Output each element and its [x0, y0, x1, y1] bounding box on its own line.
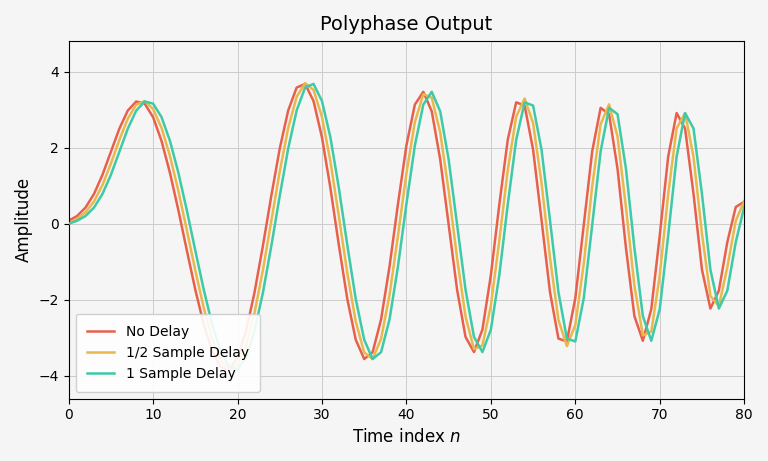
1/2 Sample Delay: [579, 261, 588, 266]
1 Sample Delay: [64, 221, 73, 226]
1 Sample Delay: [630, 245, 639, 251]
No Delay: [503, 137, 512, 142]
1/2 Sample Delay: [224, 367, 233, 373]
1 Sample Delay: [452, 222, 462, 227]
Line: No Delay: No Delay: [68, 84, 744, 370]
1/2 Sample Delay: [689, 154, 698, 160]
1 Sample Delay: [309, 81, 318, 87]
1 Sample Delay: [233, 367, 242, 372]
No Delay: [224, 367, 233, 372]
No Delay: [64, 218, 73, 224]
No Delay: [740, 199, 749, 204]
1/2 Sample Delay: [300, 80, 310, 86]
Title: Polyphase Output: Polyphase Output: [320, 15, 492, 34]
1 Sample Delay: [579, 296, 588, 301]
1 Sample Delay: [664, 233, 673, 238]
1 Sample Delay: [503, 202, 512, 207]
No Delay: [579, 222, 588, 228]
Line: 1/2 Sample Delay: 1/2 Sample Delay: [68, 83, 744, 370]
No Delay: [689, 191, 698, 197]
1/2 Sample Delay: [452, 255, 462, 261]
1/2 Sample Delay: [503, 167, 512, 173]
No Delay: [300, 81, 310, 87]
Y-axis label: Amplitude: Amplitude: [15, 177, 33, 262]
X-axis label: Time index $n$: Time index $n$: [352, 428, 461, 446]
No Delay: [452, 287, 462, 292]
Legend: No Delay, 1/2 Sample Delay, 1 Sample Delay: No Delay, 1/2 Sample Delay, 1 Sample Del…: [75, 313, 260, 392]
Line: 1 Sample Delay: 1 Sample Delay: [68, 84, 744, 370]
1 Sample Delay: [740, 204, 749, 210]
1/2 Sample Delay: [740, 198, 749, 204]
No Delay: [630, 313, 639, 319]
1/2 Sample Delay: [664, 191, 673, 197]
No Delay: [664, 154, 673, 160]
1/2 Sample Delay: [64, 221, 73, 226]
1 Sample Delay: [689, 126, 698, 131]
1/2 Sample Delay: [630, 283, 639, 289]
